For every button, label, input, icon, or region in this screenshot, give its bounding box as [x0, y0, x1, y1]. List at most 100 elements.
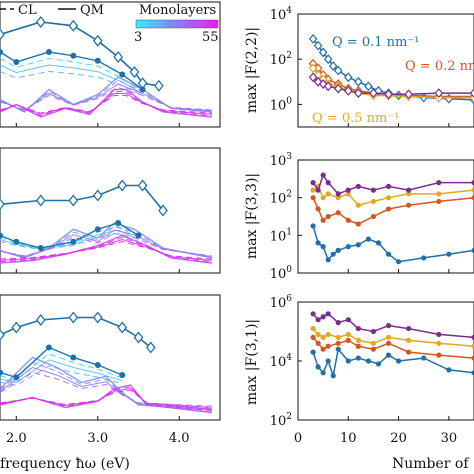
series-point-blue — [333, 65, 343, 76]
qm-point — [117, 179, 128, 192]
series-point-yellow — [471, 187, 474, 193]
series-point-orange — [325, 213, 331, 220]
series-point-yellow — [315, 331, 321, 338]
annot-q-05: Q = 0.5 nm⁻¹ — [312, 111, 399, 126]
blue-dot-point — [139, 86, 146, 93]
series-point-orange — [315, 206, 321, 212]
blue-dot-point — [37, 245, 44, 251]
y-tick-label: 104 — [270, 353, 293, 370]
cl-series-line — [0, 359, 123, 384]
qm-point — [0, 198, 5, 211]
series-point-orange — [310, 334, 316, 340]
qm-point — [35, 15, 46, 29]
series-point-blue — [335, 247, 341, 253]
qm-point — [92, 311, 103, 324]
series-point-orange — [335, 210, 341, 216]
colorbar — [135, 19, 219, 29]
blue-dot-point — [0, 49, 3, 55]
x-tick-label: 4.0 — [169, 431, 190, 446]
series-point-blue — [471, 370, 474, 376]
series-point-orange — [310, 195, 316, 201]
qm-point — [133, 331, 144, 344]
series-point-blue — [365, 358, 371, 364]
y-tick-label: 104 — [270, 6, 293, 23]
ylabel-top-right: max |F(2,2)| — [244, 27, 260, 113]
series-point-blue — [325, 257, 331, 263]
blue-dot-point — [0, 232, 3, 239]
legend: CL QM Monolayers 3 55 — [0, 3, 219, 45]
cl-series-line — [0, 365, 123, 386]
series-point-blue — [320, 370, 326, 376]
cl-series-line — [0, 387, 212, 410]
cl-series-line — [0, 356, 212, 411]
qm-point — [0, 28, 5, 41]
qm-point — [35, 313, 46, 327]
series-point-orange — [335, 340, 341, 346]
cl-series-line — [0, 88, 212, 118]
qm-point — [35, 194, 46, 207]
cl-series-line — [0, 240, 212, 260]
panel-bottom-left-frame — [0, 294, 221, 421]
left-x-axis-label: frequency ħω (eV) — [0, 456, 130, 472]
series-point-purple — [406, 187, 412, 193]
cl-series-line — [0, 232, 139, 251]
panel-middle-left-plot — [0, 179, 213, 273]
series-point-purple — [469, 88, 474, 99]
series-point-purple — [343, 85, 353, 96]
series-point-yellow — [320, 334, 326, 340]
blue-dot-point — [45, 344, 52, 351]
series-point-orange — [406, 349, 412, 355]
series-point-purple — [471, 180, 474, 186]
series-point-purple — [355, 325, 361, 332]
series-point-blue — [355, 355, 361, 361]
y-tick-label: 103 — [270, 152, 293, 169]
y-tick-label: 100 — [270, 96, 293, 113]
ylabel-middle-right: max |F(3,3)| — [244, 173, 260, 259]
series-point-purple — [325, 180, 331, 186]
series-point-blue — [318, 47, 328, 58]
series-point-blue — [345, 358, 351, 364]
blue-dot-point — [13, 59, 20, 65]
series-point-blue — [330, 373, 336, 379]
cl-series-line — [0, 86, 212, 111]
blue-dot-point — [94, 226, 101, 233]
series-point-orange — [471, 355, 474, 361]
annot-q-02: Q = 0.2 nm — [405, 59, 474, 74]
series-point-orange — [345, 217, 351, 223]
series-point-purple — [310, 180, 316, 186]
series-point-orange — [355, 343, 361, 349]
series-point-orange — [370, 346, 377, 352]
blue-dot-point — [135, 232, 142, 239]
series-point-purple — [320, 314, 326, 320]
series-point-orange — [385, 340, 392, 346]
series-point-blue — [313, 40, 323, 51]
series-point-purple — [345, 317, 351, 323]
series-point-blue — [330, 251, 336, 257]
series-point-orange — [406, 202, 412, 208]
y-tick-label: 102 — [270, 51, 292, 68]
series-point-orange — [436, 352, 442, 358]
series-point-yellow — [436, 191, 442, 197]
series-point-blue — [325, 358, 331, 364]
cl-series-line — [0, 95, 212, 114]
series-point-yellow — [335, 334, 341, 340]
series-point-purple — [355, 183, 361, 189]
qm-point — [154, 79, 164, 92]
series-point-yellow — [370, 340, 377, 346]
series-point-orange — [370, 213, 377, 220]
y-tick-label: 106 — [270, 294, 293, 311]
cl-series-line — [0, 366, 212, 408]
x-tick-label: 30 — [441, 431, 458, 446]
qm-point — [92, 34, 103, 47]
series-point-blue — [355, 242, 361, 248]
series-point-blue — [310, 349, 316, 355]
panel-top-left-frame — [0, 1, 221, 128]
x-tick-label: 20 — [390, 431, 407, 446]
annot-q-01: Q = 0.1 nm⁻¹ — [332, 35, 419, 50]
cl-series-line — [0, 361, 212, 410]
series-point-purple — [335, 191, 341, 197]
y-tick-label: 102 — [270, 190, 292, 207]
cl-series-line — [0, 353, 123, 381]
series-point-yellow — [335, 195, 341, 201]
blue-dot-point — [13, 238, 20, 245]
